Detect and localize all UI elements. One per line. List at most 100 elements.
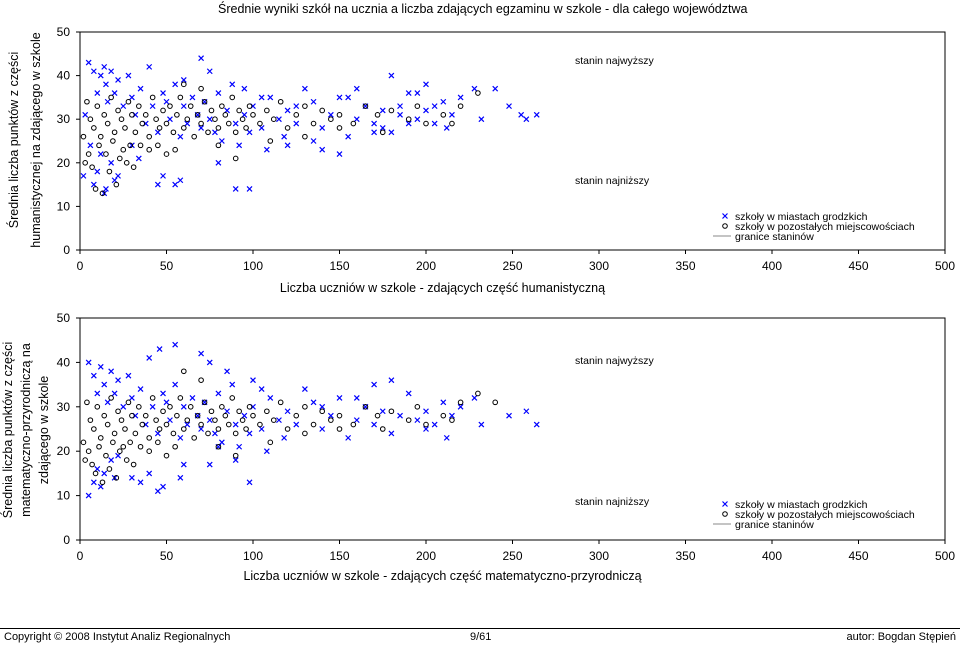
point-o — [89, 164, 95, 170]
point-x — [108, 457, 115, 464]
point-x — [478, 421, 485, 428]
point-x — [104, 98, 111, 105]
point-x — [172, 381, 179, 388]
point-o — [270, 417, 277, 423]
point-x — [215, 159, 222, 166]
point-o — [405, 417, 412, 423]
x-tick-label: 50 — [160, 259, 174, 273]
point-o — [232, 129, 239, 136]
x-tick-label: 500 — [935, 549, 955, 563]
point-o — [97, 133, 104, 140]
point-o — [198, 120, 204, 127]
point-x — [281, 133, 288, 140]
point-x — [336, 94, 343, 101]
point-o — [414, 404, 421, 410]
point-o — [132, 430, 139, 437]
point-o — [170, 430, 177, 437]
point-o — [122, 125, 128, 131]
point-x — [431, 421, 438, 428]
point-x — [172, 181, 179, 188]
point-o — [132, 129, 139, 136]
point-x — [128, 94, 135, 101]
point-o — [440, 112, 447, 118]
point-o — [146, 146, 152, 153]
point-o — [137, 142, 144, 149]
point-x — [523, 116, 530, 123]
point-x — [137, 85, 144, 92]
point-x — [108, 159, 115, 166]
point-x — [154, 488, 161, 495]
point-x — [523, 408, 530, 415]
point-o — [264, 107, 270, 114]
point-o — [250, 112, 256, 118]
point-x — [414, 116, 421, 123]
point-o — [174, 112, 180, 118]
point-x — [146, 63, 153, 70]
point-x — [206, 116, 213, 123]
point-o — [94, 103, 101, 109]
point-x — [414, 90, 421, 96]
point-o — [82, 160, 88, 166]
point-o — [108, 94, 114, 101]
point-o — [84, 399, 90, 406]
point-o — [222, 412, 229, 419]
point-x — [319, 146, 326, 153]
point-o — [116, 155, 123, 162]
point-o — [184, 417, 191, 423]
point-o — [85, 151, 92, 157]
point-o — [270, 116, 277, 122]
point-o — [246, 404, 253, 410]
y-tick-label: 10 — [57, 489, 71, 503]
point-o — [104, 421, 111, 428]
point-o — [125, 399, 132, 406]
point-o — [243, 125, 249, 131]
point-x — [405, 120, 412, 127]
point-x — [388, 129, 395, 136]
point-o — [181, 426, 187, 432]
point-o — [449, 120, 455, 127]
point-x — [184, 120, 191, 127]
legend-label: szkoły w miastach grodzkich — [735, 211, 868, 223]
point-o — [284, 125, 291, 131]
footer-copyright: Copyright © 2008 Instytut Analiz Regiona… — [4, 631, 231, 643]
point-o — [106, 168, 113, 175]
point-x — [310, 399, 317, 406]
point-x — [101, 470, 108, 477]
point-o — [163, 120, 170, 127]
legend-label: szkoły w pozostałych miejscowościach — [735, 509, 915, 521]
point-x — [198, 350, 205, 357]
point-o — [103, 151, 109, 157]
point-x — [149, 103, 156, 110]
point-o — [374, 412, 381, 419]
point-x — [180, 103, 187, 110]
point-o — [137, 443, 144, 450]
point-x — [258, 386, 265, 392]
point-x — [120, 103, 127, 110]
x-tick-label: 250 — [502, 259, 522, 273]
point-x — [135, 155, 142, 162]
point-o — [80, 133, 87, 140]
point-x — [379, 408, 386, 415]
point-x — [267, 394, 274, 401]
point-x — [146, 355, 153, 361]
point-o — [116, 448, 123, 455]
point-x — [177, 474, 184, 481]
point-o — [302, 404, 308, 410]
y-tick-label: 20 — [57, 156, 71, 170]
x-tick-label: 0 — [77, 549, 84, 563]
point-x — [506, 412, 512, 419]
point-x — [353, 85, 360, 92]
point-o — [379, 129, 386, 136]
point-o — [85, 448, 92, 455]
point-x — [371, 381, 378, 388]
point-x — [87, 142, 94, 149]
point-x — [336, 394, 343, 401]
point-x — [440, 399, 447, 406]
point-x — [246, 430, 253, 437]
y-tick-label: 50 — [57, 25, 71, 39]
point-x — [101, 63, 108, 70]
point-x — [443, 434, 450, 441]
x-tick-label: 250 — [502, 549, 522, 563]
point-x — [90, 372, 97, 379]
x-tick-label: 200 — [416, 259, 436, 273]
